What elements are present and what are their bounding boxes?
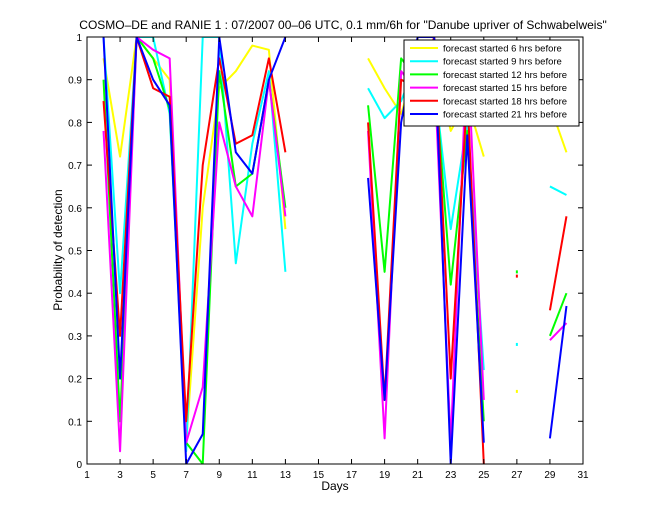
x-tick-label: 17 bbox=[346, 470, 358, 481]
x-tick-label: 1 bbox=[84, 470, 90, 481]
y-tick-label: 0.3 bbox=[68, 332, 82, 343]
y-tick-label: 0.8 bbox=[68, 118, 82, 129]
y-tick-label: 0.1 bbox=[68, 417, 82, 428]
x-tick-label: 15 bbox=[313, 470, 325, 481]
x-tick-label: 25 bbox=[478, 470, 490, 481]
series-line bbox=[102, 37, 287, 444]
x-tick-label: 7 bbox=[183, 470, 189, 481]
y-tick-label: 0.7 bbox=[68, 161, 82, 172]
x-tick-label: 13 bbox=[280, 470, 292, 481]
y-tick-label: 0.2 bbox=[68, 375, 82, 386]
series-line bbox=[367, 37, 485, 464]
y-tick-label: 0.9 bbox=[68, 76, 82, 87]
legend: forecast started 6 hrs before forecast st… bbox=[403, 39, 580, 127]
legend-label: forecast started 6 hrs before bbox=[443, 44, 562, 55]
x-tick-label: 27 bbox=[511, 470, 523, 481]
y-tick-label: 0.4 bbox=[68, 289, 82, 300]
y-axis-label: Probability of detection bbox=[51, 189, 65, 310]
y-axis: 0 0.1 0.2 0.3 0.4 0.5 0.6 0.7 0.8 0.9 1 bbox=[68, 33, 583, 471]
y-tick-label: 1 bbox=[76, 33, 82, 44]
x-tick-label: 23 bbox=[445, 470, 457, 481]
chart-title: COSMO–DE and RANIE 1 : 07/2007 00–06 UTC… bbox=[79, 18, 606, 32]
legend-box bbox=[403, 39, 580, 127]
series-6 bbox=[102, 37, 568, 464]
legend-label: forecast started 21 hrs before bbox=[443, 110, 567, 121]
x-axis-label: Days bbox=[321, 479, 348, 493]
legend-label: forecast started 12 hrs before bbox=[443, 70, 567, 81]
x-tick-label: 3 bbox=[117, 470, 123, 481]
x-tick-label: 11 bbox=[247, 470, 258, 481]
y-tick-label: 0 bbox=[76, 460, 82, 471]
series-line bbox=[548, 305, 568, 439]
x-axis: 1 3 5 7 9 11 13 15 17 19 21 23 25 27 29 31 bbox=[84, 37, 589, 481]
x-tick-label: 19 bbox=[379, 470, 391, 481]
x-tick-label: 29 bbox=[544, 470, 556, 481]
legend-label: forecast started 9 hrs before bbox=[443, 57, 562, 68]
x-tick-label: 5 bbox=[150, 470, 156, 481]
y-tick-label: 0.6 bbox=[68, 204, 82, 215]
x-tick-label: 21 bbox=[412, 470, 424, 481]
legend-label: forecast started 18 hrs before bbox=[443, 96, 567, 107]
series-line bbox=[549, 292, 568, 337]
x-tick-label: 31 bbox=[577, 470, 589, 481]
series-line bbox=[548, 216, 568, 311]
series-line bbox=[549, 185, 567, 196]
y-tick-label: 0.5 bbox=[68, 247, 82, 258]
series-line bbox=[102, 37, 287, 464]
x-tick-label: 9 bbox=[216, 470, 222, 481]
legend-label: forecast started 15 hrs before bbox=[443, 83, 567, 94]
